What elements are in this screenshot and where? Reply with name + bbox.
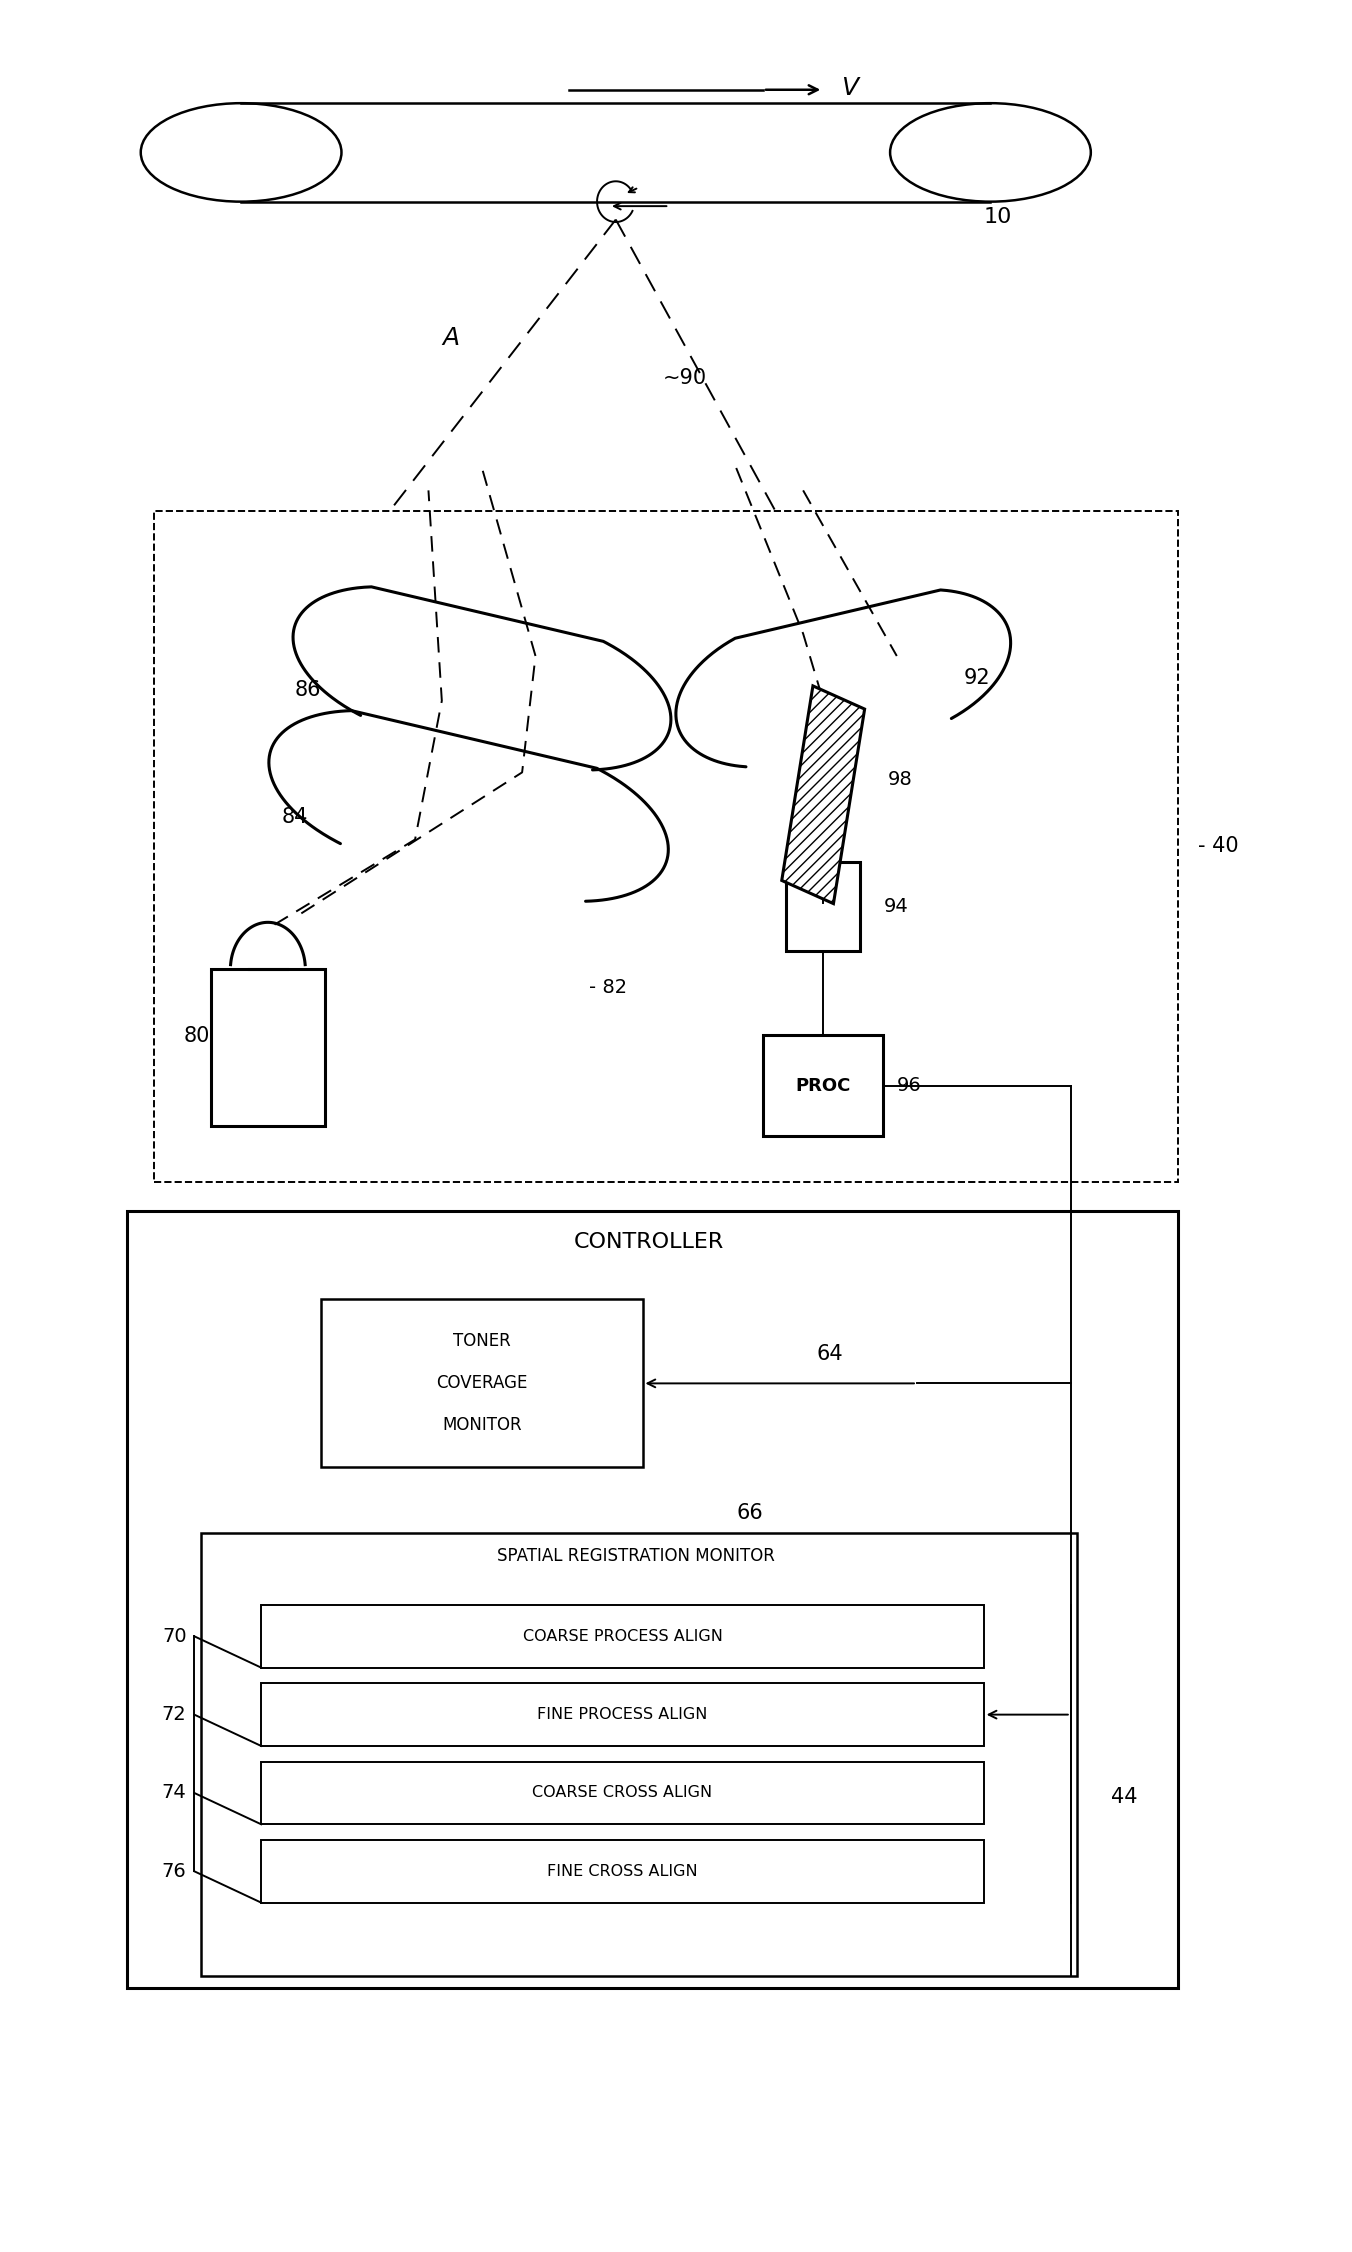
Polygon shape [781, 687, 865, 903]
Text: 74: 74 [162, 1784, 187, 1802]
Bar [201, 1534, 1078, 1977]
Text: 76: 76 [162, 1862, 187, 1880]
Text: CONTROLLER: CONTROLLER [575, 1232, 725, 1252]
Text: TONER: TONER [453, 1333, 511, 1351]
Text: 98: 98 [887, 770, 913, 788]
Text: 80: 80 [184, 1027, 210, 1047]
Text: 44: 44 [1111, 1788, 1137, 1808]
Text: 10: 10 [984, 207, 1013, 227]
Text: COVERAGE: COVERAGE [437, 1374, 527, 1392]
Text: 70: 70 [162, 1626, 187, 1646]
Text: - 82: - 82 [589, 977, 627, 998]
Bar [787, 863, 860, 950]
Bar [763, 1036, 883, 1135]
Bar [211, 968, 324, 1126]
Bar [127, 1212, 1178, 1989]
Text: 96: 96 [896, 1076, 922, 1094]
Text: COARSE PROCESS ALIGN: COARSE PROCESS ALIGN [522, 1628, 722, 1644]
Bar [261, 1761, 984, 1824]
Text: 92: 92 [964, 669, 990, 689]
Text: FINE CROSS ALIGN: FINE CROSS ALIGN [548, 1865, 698, 1878]
Text: - 40: - 40 [1198, 835, 1238, 856]
Bar [261, 1606, 984, 1669]
Text: FINE PROCESS ALIGN: FINE PROCESS ALIGN [537, 1707, 707, 1723]
Text: 64: 64 [817, 1344, 844, 1365]
Text: 86: 86 [295, 680, 322, 700]
Text: A: A [442, 327, 458, 349]
Text: 94: 94 [883, 896, 909, 917]
Text: 66: 66 [737, 1502, 763, 1522]
Bar [322, 1299, 642, 1468]
Text: V: V [841, 77, 857, 99]
Bar [261, 1840, 984, 1903]
Text: COARSE CROSS ALIGN: COARSE CROSS ALIGN [533, 1786, 713, 1799]
Text: ~90: ~90 [662, 369, 707, 390]
Text: 72: 72 [162, 1705, 187, 1725]
Text: PROC: PROC [795, 1076, 850, 1094]
Bar [261, 1682, 984, 1745]
Text: 84: 84 [281, 806, 308, 826]
Text: MONITOR: MONITOR [442, 1417, 522, 1435]
Bar [154, 511, 1178, 1182]
Text: SPATIAL REGISTRATION MONITOR: SPATIAL REGISTRATION MONITOR [498, 1547, 775, 1565]
